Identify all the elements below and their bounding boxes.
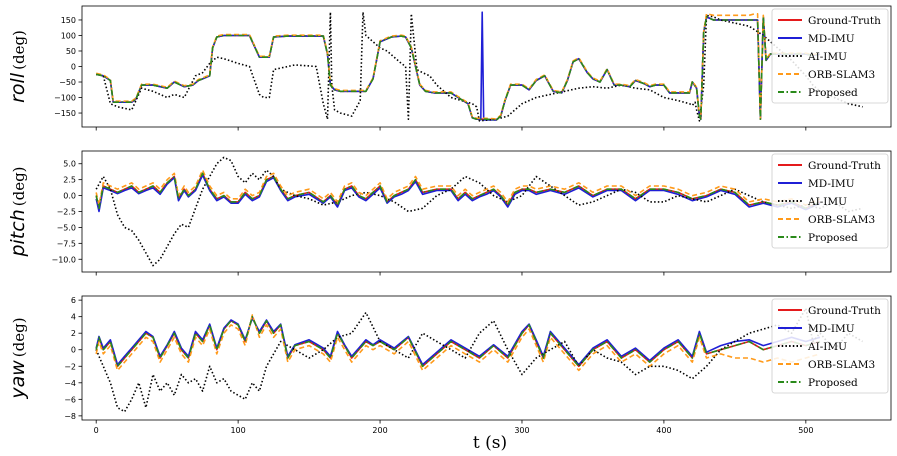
roll-ytick-label: −100 <box>54 94 76 103</box>
yaw-legend: Ground-Truth MD-IMU AI-IMU ORB-SLAM3 Propose… <box>771 298 889 394</box>
roll-ytick-label: −150 <box>54 109 76 118</box>
pitch-ytick-label: −10.0 <box>51 255 76 264</box>
yaw-y-axis-label: yaw(deg) <box>7 317 29 399</box>
roll-line-proposed <box>96 16 821 121</box>
roll-legend-label-ground-truth: Ground-Truth <box>808 15 881 27</box>
pitch-line-ai-imu <box>95 156 863 267</box>
yaw-ytick-label: −4 <box>64 379 76 388</box>
roll-axes-frame <box>81 5 892 128</box>
roll-legend-label-ai-imu: AI-IMU <box>807 51 847 63</box>
yaw-legend-box <box>771 298 889 394</box>
yaw-xtick-label: 0 <box>94 426 99 435</box>
pitch-ytick-label: −5.0 <box>57 223 76 232</box>
pitch-legend-label-proposed: Proposed <box>808 232 858 244</box>
yaw-line-proposed <box>95 315 821 368</box>
pitch-legend-box <box>771 153 889 249</box>
roll-y-axis-label: roll(deg) <box>7 30 29 103</box>
pitch-line-proposed <box>95 172 821 210</box>
pitch-y-axis-label: pitch(deg) <box>7 166 29 257</box>
yaw-xtick-label: 300 <box>514 426 529 435</box>
pitch-ytick-label: 0.0 <box>63 192 76 201</box>
roll-line-ground-truth <box>96 16 821 121</box>
yaw-legend-label-orb-slam3: ORB-SLAM3 <box>808 359 875 371</box>
yaw-xtick-label: 200 <box>372 426 387 435</box>
yaw-ytick-label: 4 <box>71 313 76 322</box>
roll-ytick-label: 100 <box>61 31 76 40</box>
roll-line-md-imu <box>96 11 821 121</box>
yaw-line-ai-imu <box>95 307 864 413</box>
roll-ytick-label: 0 <box>71 63 76 72</box>
x-axis-label: t (s) <box>473 433 507 453</box>
roll-line-orb-slam3 <box>96 13 821 120</box>
pitch-ytick-label: 2.5 <box>63 176 76 185</box>
yaw-xtick-label: 400 <box>656 426 671 435</box>
yaw-xtick-label: 100 <box>230 426 245 435</box>
roll-legend-label-proposed: Proposed <box>808 87 858 99</box>
pitch-axes-frame <box>81 150 892 273</box>
yaw-axes-frame <box>81 295 892 421</box>
yaw-panel: −8 −6 −4 −2 0 2 4 6 0 100 200 300 400 500 yaw(deg) Grou… <box>7 295 892 435</box>
roll-ytick-label: −50 <box>59 78 76 87</box>
roll-series-group <box>96 11 863 122</box>
yaw-ytick-label: −6 <box>64 395 76 404</box>
pitch-legend-label-md-imu: MD-IMU <box>808 178 855 190</box>
pitch-ytick-label: 5.0 <box>63 160 76 169</box>
roll-legend: Ground-Truth MD-IMU AI-IMU ORB-SLAM3 Propose… <box>771 8 889 104</box>
pitch-ytick-label: −7.5 <box>57 239 76 248</box>
yaw-legend-label-proposed: Proposed <box>808 377 858 389</box>
pitch-panel: −10.0 −7.5 −5.0 −2.5 0.0 2.5 5.0 pitch(deg) Grou… <box>7 150 892 276</box>
roll-legend-label-md-imu: MD-IMU <box>808 33 855 45</box>
yaw-line-orb-slam3 <box>95 314 821 372</box>
yaw-ytick-label: −8 <box>64 412 76 421</box>
pitch-ytick-label: −2.5 <box>57 208 76 217</box>
yaw-xtick-label: 500 <box>798 426 813 435</box>
pitch-legend-label-orb-slam3: ORB-SLAM3 <box>808 214 875 226</box>
roll-legend-label-orb-slam3: ORB-SLAM3 <box>808 69 875 81</box>
yaw-ytick-label: 2 <box>71 329 76 338</box>
pitch-series-group <box>95 156 863 267</box>
yaw-legend-label-ground-truth: Ground-Truth <box>808 305 881 317</box>
yaw-series-group <box>95 307 864 413</box>
pitch-legend: Ground-Truth MD-IMU AI-IMU ORB-SLAM3 Propose… <box>771 153 889 249</box>
roll-ytick-label: 150 <box>61 16 76 25</box>
yaw-ytick-label: 6 <box>71 296 76 305</box>
pitch-legend-label-ground-truth: Ground-Truth <box>808 160 881 172</box>
yaw-ytick-label: 0 <box>71 346 76 355</box>
yaw-ytick-label: −2 <box>64 362 76 371</box>
roll-ytick-label: 50 <box>66 47 76 56</box>
yaw-legend-label-ai-imu: AI-IMU <box>807 341 847 353</box>
pitch-line-orb-slam3 <box>95 169 821 206</box>
roll-legend-box <box>771 8 889 104</box>
roll-panel: −150 −100 −50 0 50 100 150 roll(deg) Ground-Trut… <box>7 5 892 131</box>
yaw-legend-label-md-imu: MD-IMU <box>808 323 855 335</box>
pitch-legend-label-ai-imu: AI-IMU <box>807 196 847 208</box>
